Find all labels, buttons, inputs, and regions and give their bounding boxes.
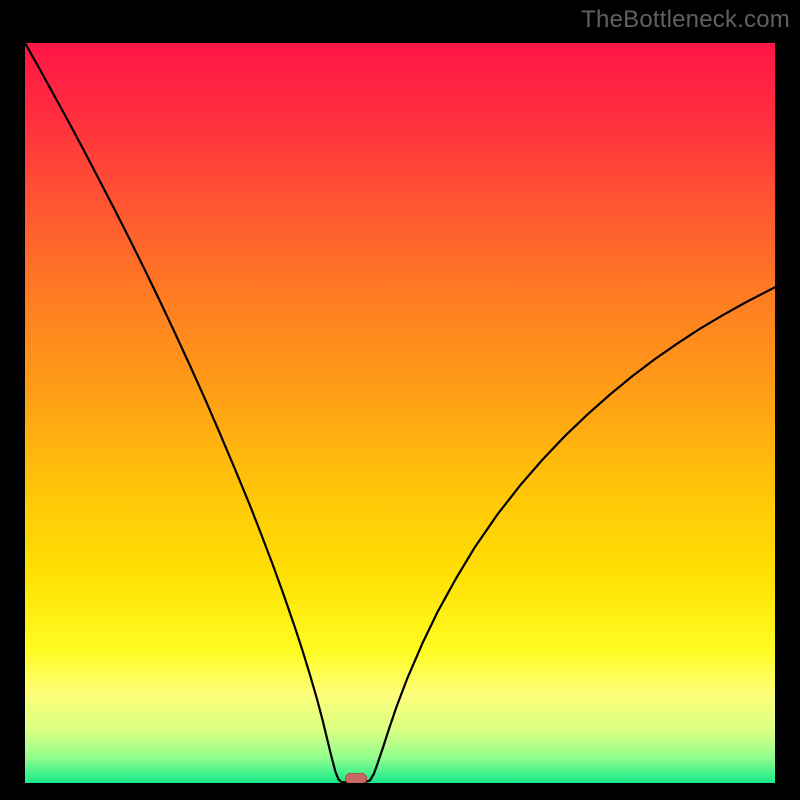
- optimal-point-marker: [345, 773, 368, 783]
- watermark-text: TheBottleneck.com: [581, 6, 790, 34]
- bottleneck-curve: [25, 43, 775, 783]
- chart-plot-area: [25, 43, 775, 783]
